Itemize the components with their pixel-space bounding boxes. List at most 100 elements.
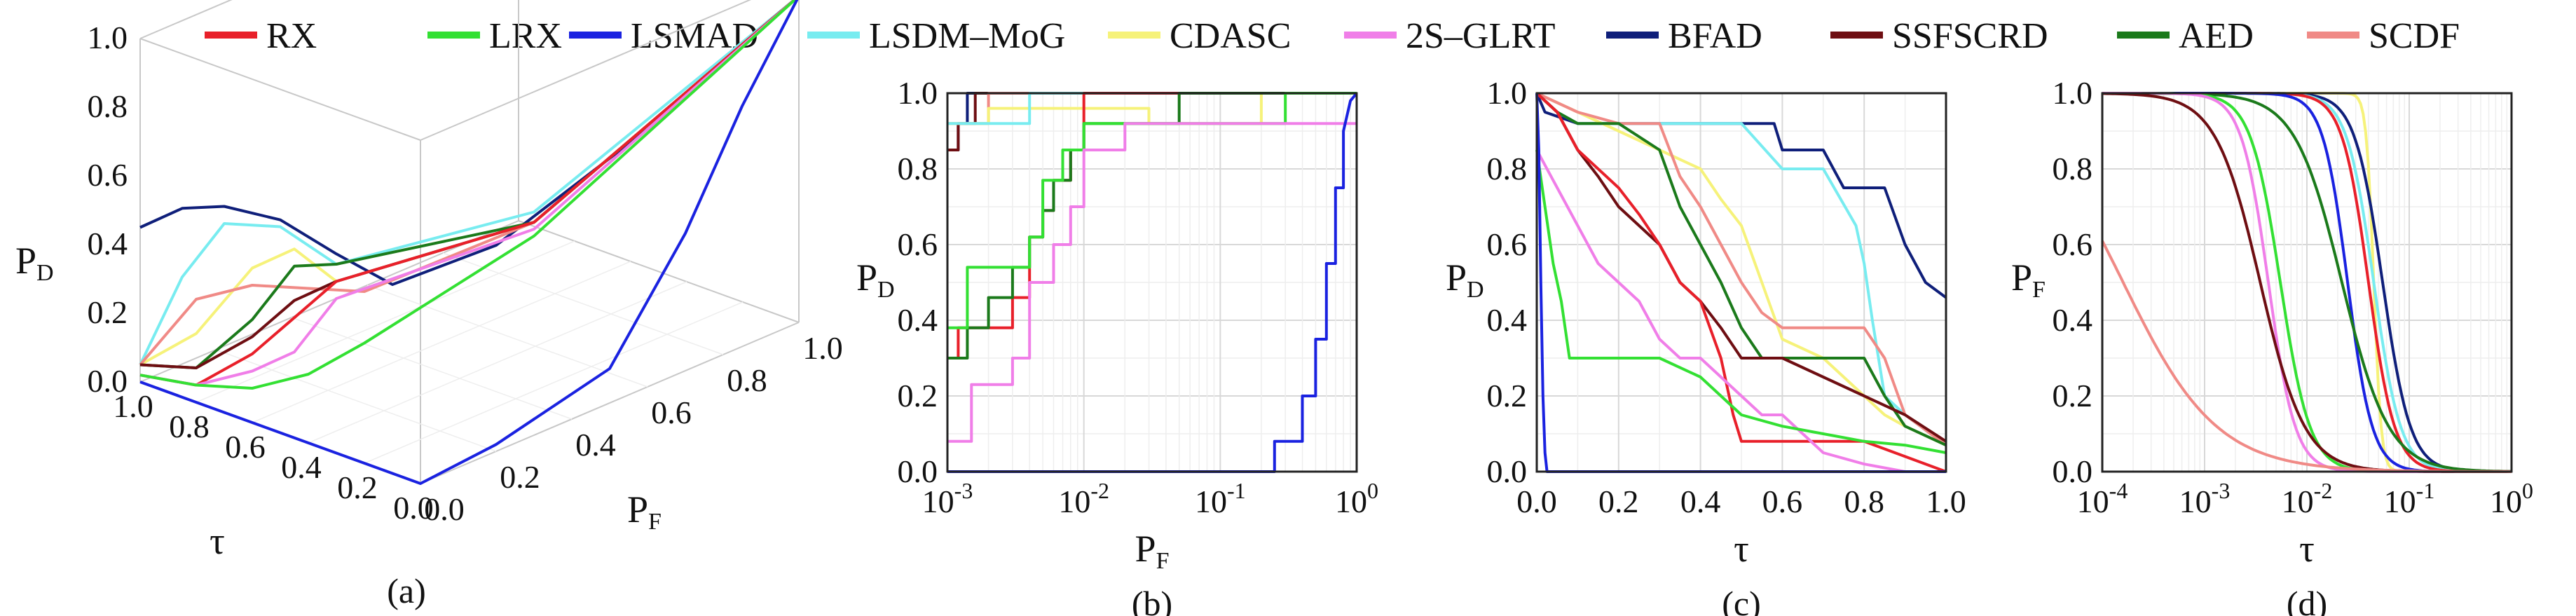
x-tick-label: 100 — [2490, 478, 2533, 519]
pf-tick-label: 0.6 — [651, 395, 692, 430]
panel-a-3d-roc: 0.0 0.2 0.4 0.6 0.8 1.0 PD 1.0 0.8 0.6 0.4 0.2 0.0 τ 0… — [15, 0, 843, 610]
z-tick-label: 0.0 — [88, 363, 128, 399]
tau-tick-label: 0.8 — [169, 409, 210, 444]
series-rx — [947, 92, 1357, 360]
floor-grid — [196, 240, 575, 403]
floor-grid — [366, 285, 648, 388]
y-tick-label: 0.6 — [2053, 226, 2093, 262]
y-tick-label: 0.0 — [2053, 453, 2093, 489]
z-tick-label: 1.0 — [88, 20, 128, 55]
panel-caption: (c) — [1722, 584, 1761, 616]
legend-label-ssfscrd: SSFSCRD — [1892, 16, 2048, 56]
y-axis-label: PD — [856, 256, 895, 303]
grid — [947, 93, 1357, 472]
floor-grid — [442, 252, 724, 355]
x-tick-label: 100 — [1335, 478, 1378, 519]
x-tick-label: 0.2 — [1598, 484, 1639, 519]
series-bfad — [947, 92, 1357, 151]
pf-tick-label: 0.2 — [500, 459, 540, 495]
y-tick-label: 1.0 — [1487, 75, 1528, 111]
series-lsmad — [947, 92, 1358, 473]
legend-label-bfad: BFAD — [1668, 16, 1762, 56]
box-edge — [139, 38, 421, 141]
tau-tick-label: 0.4 — [281, 449, 322, 485]
x-axis-label: τ — [2299, 528, 2315, 570]
y-tick-label: 0.0 — [1487, 453, 1528, 489]
series-lsdm-mog — [139, 0, 797, 366]
y-tick-label: 0.4 — [1487, 302, 1528, 338]
panel-caption: (d) — [2287, 584, 2327, 616]
y-tick-label: 0.6 — [1487, 226, 1528, 262]
floor-grid — [291, 317, 573, 420]
x-tick-label: 10-2 — [2282, 478, 2333, 519]
legend-label-aed: AED — [2179, 16, 2254, 56]
z-tick-label: 0.4 — [88, 226, 128, 261]
y-tick-label: 0.2 — [1487, 378, 1528, 413]
x-tick-label: 0.8 — [1844, 484, 1884, 519]
tau-tick-label: 0.2 — [337, 470, 378, 505]
box-edge — [420, 322, 800, 484]
series-lsmad — [139, 0, 799, 485]
x-axis-label: τ — [1734, 528, 1749, 570]
legend-label-cdasc: CDASC — [1170, 16, 1291, 56]
y-tick-label: 0.8 — [1487, 151, 1528, 186]
box-edge — [518, 220, 800, 323]
legend: RX LRX LSMAD LSDM–MoG CDASC 2S–GLRT BFAD SSFSCR… — [205, 16, 2460, 56]
legend-label-2s-glrt: 2S–GLRT — [1406, 16, 1556, 56]
tau-axis-label: τ — [210, 520, 225, 562]
pf-tick-label: 0.8 — [727, 362, 767, 398]
pf-tick-label: 1.0 — [802, 330, 843, 366]
box-edge — [139, 220, 519, 383]
series-cdasc — [1536, 92, 1947, 447]
panel-d-roc-pf-tau: 0.0 0.2 0.4 0.6 0.8 1.0 10-4 10-3 10-2 10-1 100 τ PF… — [2011, 75, 2533, 616]
floor-grid — [364, 301, 744, 464]
plot-frame — [946, 92, 1358, 473]
pf-axis-label: PF — [627, 488, 662, 535]
y-tick-label: 0.4 — [898, 302, 938, 338]
y-tick-label: 0.8 — [2053, 151, 2093, 186]
series-2s-glrt — [139, 0, 797, 387]
series-2s-glrt — [1535, 149, 1946, 473]
series-scdf — [1536, 92, 1947, 446]
x-tick-label: 10-3 — [2179, 478, 2231, 519]
y-tick-label: 0.8 — [898, 151, 938, 186]
panel-caption: (b) — [1132, 584, 1172, 616]
pf-tick-label: 0.0 — [424, 491, 465, 527]
x-tick-label: 10-3 — [922, 478, 973, 519]
y-axis-label: PF — [2011, 256, 2046, 303]
y-tick-label: 0.6 — [898, 226, 938, 262]
series-rx — [139, 0, 797, 387]
x-tick-label: 10-1 — [1195, 478, 1246, 519]
series-group — [139, 0, 799, 485]
legend-label-rx: RX — [266, 16, 317, 56]
series-aed — [947, 92, 1357, 360]
series-ssfscrd — [947, 92, 1357, 151]
legend-label-scdf: SCDF — [2369, 16, 2460, 56]
y-tick-label: 0.4 — [2053, 302, 2093, 338]
y-tick-label: 1.0 — [898, 75, 938, 111]
x-tick-label: 0.4 — [1680, 484, 1721, 519]
panel-caption: (a) — [387, 571, 426, 610]
series-aed — [1535, 92, 1947, 447]
series-cdasc — [947, 92, 1357, 125]
pf-tick-label: 0.4 — [575, 427, 616, 463]
series-lrx — [1535, 149, 1947, 454]
z-tick-label: 0.2 — [88, 294, 128, 330]
floor-grid — [252, 261, 631, 423]
z-tick-label: 0.8 — [88, 88, 128, 124]
series-lrx — [947, 92, 1357, 329]
y-tick-label: 0.0 — [898, 453, 938, 489]
panel-c-roc-pd-tau: 0.0 0.2 0.4 0.6 0.8 1.0 0.0 0.2 0.4 0.6 0.8 1.0 τ PD (… — [1446, 75, 1966, 616]
tau-tick-label: 1.0 — [113, 388, 153, 424]
legend-label-lsdm-mog: LSDM–MoG — [869, 16, 1065, 56]
box-edge — [420, 0, 752, 141]
x-tick-label: 10-1 — [2384, 478, 2435, 519]
plot-frame — [2101, 92, 2513, 473]
x-tick-label: 0.6 — [1762, 484, 1803, 519]
series-lrx — [139, 0, 797, 390]
legend-label-lrx: LRX — [489, 16, 562, 56]
box-edge — [139, 0, 233, 39]
panel-b-roc-pd-pf: 0.0 0.2 0.4 0.6 0.8 1.0 10-3 10-2 10-1 100 PF PD (b) — [856, 75, 1378, 616]
tau-tick-label: 0.6 — [225, 429, 266, 465]
